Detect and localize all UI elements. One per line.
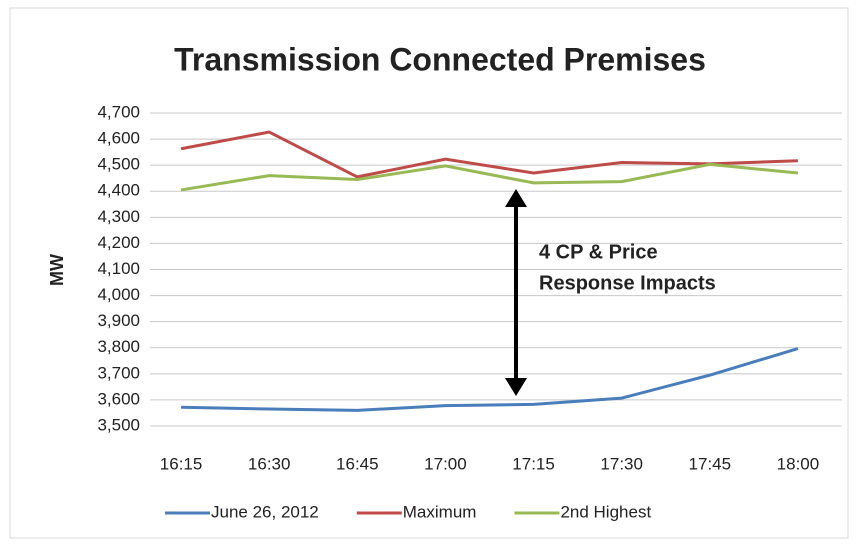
y-tick-label: 4,500 <box>97 155 140 174</box>
y-tick-label: 4,400 <box>97 181 140 200</box>
series-line <box>180 162 799 192</box>
annotation: 4 CP & Price <box>539 241 658 263</box>
y-tick-label: 4,200 <box>97 233 140 252</box>
y-tick-label: 3,700 <box>97 363 140 382</box>
x-tick-label: 16:30 <box>248 454 291 473</box>
y-tick-label: 3,500 <box>97 415 140 434</box>
x-tick-label: 17:30 <box>600 454 643 473</box>
y-tick-label: 3,600 <box>97 389 140 408</box>
x-tick-label: 16:45 <box>336 454 379 473</box>
series-line <box>181 347 799 412</box>
x-tick-label: 17:00 <box>424 454 467 473</box>
y-tick-label: 4,300 <box>97 207 140 226</box>
x-tick-label: 17:45 <box>689 454 732 473</box>
x-tick-label: 18:00 <box>777 454 820 473</box>
series-line <box>180 130 798 179</box>
annotation: Response Impacts <box>539 272 716 294</box>
y-tick-label: 3,800 <box>97 337 140 356</box>
chart-title: Transmission Connected Premises <box>174 41 706 77</box>
y-tick-label: 4,600 <box>97 129 140 148</box>
legend-label: Maximum <box>403 502 477 521</box>
y-tick-label: 4,000 <box>97 285 140 304</box>
y-tick-label: 3,900 <box>97 311 140 330</box>
chart-frame <box>9 7 849 539</box>
legend-label: June 26, 2012 <box>211 502 319 521</box>
x-tick-label: 17:15 <box>512 454 555 473</box>
y-axis-label: MW <box>47 254 67 286</box>
legend-label: 2nd Highest <box>560 502 651 521</box>
annotation-arrow <box>505 189 527 396</box>
y-tick-label: 4,700 <box>97 102 140 121</box>
y-tick-label: 4,100 <box>97 259 140 278</box>
x-tick-label: 16:15 <box>160 454 203 473</box>
